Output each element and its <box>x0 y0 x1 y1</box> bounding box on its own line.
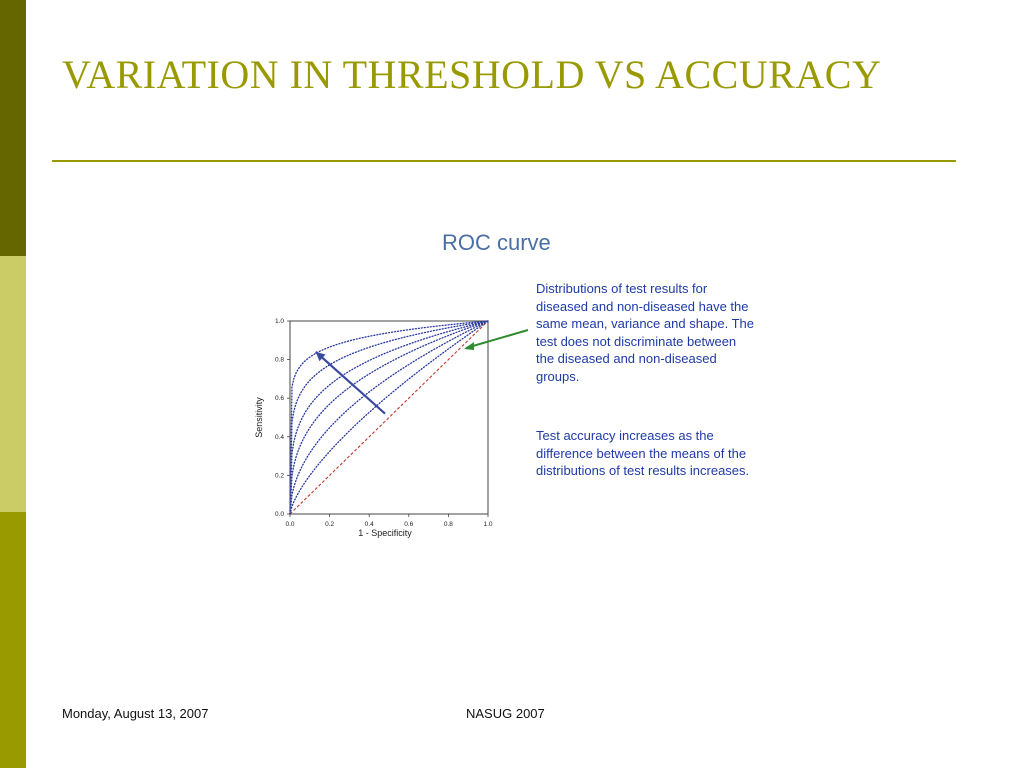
x-tick-label: 1.0 <box>483 521 492 528</box>
x-axis-label: 1 - Specificity <box>358 528 412 538</box>
slide-title: VARIATION IN THRESHOLD VS ACCURACY <box>62 52 882 97</box>
x-tick-label: 0.0 <box>285 521 294 528</box>
title-divider <box>52 160 956 162</box>
sidebar-accent <box>0 0 26 768</box>
roc-diagonal-line <box>289 320 489 515</box>
sidebar-segment-bottom <box>0 512 26 768</box>
y-axis-label: Sensitivity <box>254 397 264 438</box>
description-accuracy-increase: Test accuracy increases as the differenc… <box>536 428 750 478</box>
y-tick-label: 1.0 <box>275 318 284 325</box>
roc-curve <box>289 320 489 515</box>
y-tick-label: 0.8 <box>275 357 284 364</box>
roc-heading: ROC curve <box>442 230 551 255</box>
roc-curve <box>289 320 489 515</box>
y-tick-label: 0.6 <box>275 395 284 402</box>
accuracy-arrow-head <box>315 351 326 362</box>
roc-curve <box>289 320 489 515</box>
y-tick-label: 0.4 <box>275 434 284 441</box>
footer-date: Monday, August 13, 2007 <box>62 706 209 721</box>
sidebar-segment-middle <box>0 256 26 512</box>
description-no-discrimination: Distributions of test results for diseas… <box>536 281 755 384</box>
x-tick-label: 0.2 <box>325 521 334 528</box>
x-tick-label: 0.8 <box>444 521 453 528</box>
y-tick-label: 0.0 <box>275 511 284 518</box>
roc-curve <box>289 320 489 515</box>
x-tick-label: 0.6 <box>404 521 413 528</box>
sidebar-segment-top <box>0 0 26 256</box>
y-tick-label: 0.2 <box>275 472 284 479</box>
annotation-pointer <box>464 329 529 350</box>
accuracy-arrow <box>315 351 386 415</box>
footer-event: NASUG 2007 <box>466 706 545 721</box>
x-tick-label: 0.4 <box>365 521 374 528</box>
roc-chart: 0.0 0.2 0.4 0.6 0.8 1.0 0.0 0.2 0.4 0.6 0.8 1.0 1 -… <box>254 318 493 538</box>
roc-curve <box>289 320 489 515</box>
roc-curve <box>289 320 489 515</box>
